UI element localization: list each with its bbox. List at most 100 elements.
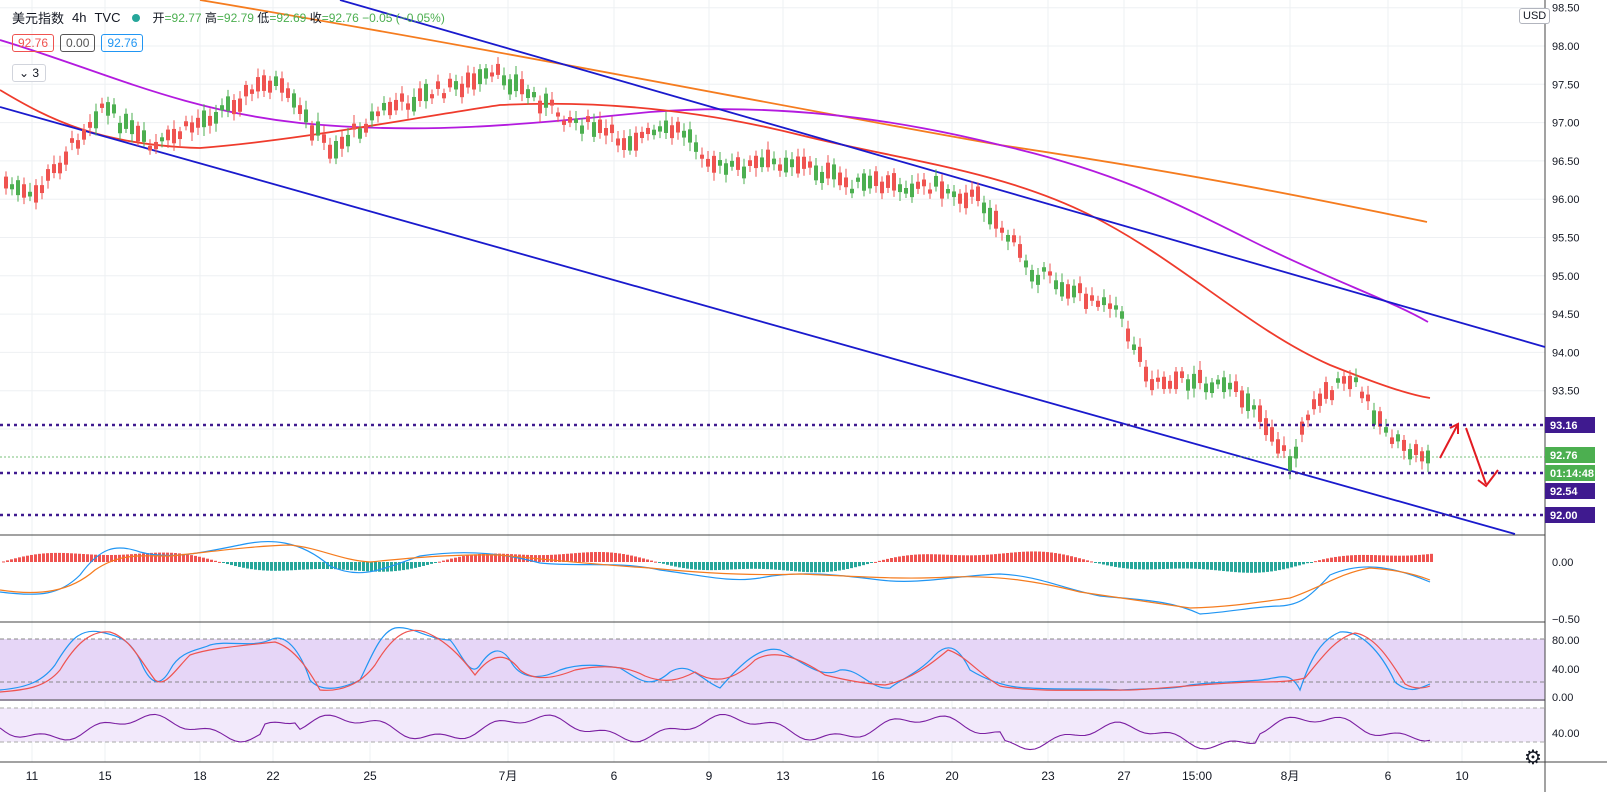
- macd-bar: [926, 554, 929, 562]
- candle-body: [328, 144, 332, 159]
- macd-bar: [778, 562, 781, 570]
- candle-body: [556, 112, 560, 117]
- macd-bar: [474, 554, 477, 562]
- macd-bar: [1418, 554, 1421, 562]
- candle-body: [40, 185, 44, 194]
- macd-bar: [50, 552, 53, 562]
- candle-body: [466, 72, 470, 88]
- time-tick-label: 13: [776, 769, 790, 783]
- macd-bar: [514, 554, 517, 562]
- price-tick-label: 95.50: [1552, 233, 1580, 245]
- macd-bar: [1334, 556, 1337, 562]
- indicators-toggle-button[interactable]: ⌄ 3: [12, 64, 47, 82]
- macd-bar: [78, 553, 81, 562]
- candle-body: [1072, 285, 1076, 298]
- macd-bar: [470, 554, 473, 562]
- macd-bar: [990, 554, 993, 562]
- macd-bar: [74, 553, 77, 562]
- gear-icon[interactable]: ⚙: [1524, 747, 1542, 769]
- candle-body: [490, 72, 494, 77]
- macd-bar: [1118, 562, 1121, 568]
- macd-bar: [874, 561, 877, 563]
- candle-body: [100, 103, 104, 108]
- macd-bar: [782, 562, 785, 571]
- macd-bar: [198, 556, 201, 562]
- macd-bar: [1274, 562, 1277, 571]
- data-source: TVC: [94, 10, 121, 25]
- macd-bar: [574, 553, 577, 562]
- macd-bar: [670, 562, 673, 566]
- macd-bar: [178, 553, 181, 562]
- candle-body: [1054, 280, 1058, 290]
- macd-bar: [454, 557, 457, 562]
- macd-bar: [1010, 552, 1013, 562]
- time-axis[interactable]: 11 15 18 22 25 7月 6 9 13 16 20 23 27 15:00 8月 6 10: [26, 769, 1469, 783]
- macd-bar: [1146, 562, 1149, 570]
- macd-line: [0, 540, 1431, 615]
- macd-bar: [270, 562, 273, 571]
- candle-body: [118, 122, 122, 134]
- macd-bar: [1206, 562, 1209, 570]
- bid-box[interactable]: 92.76: [12, 34, 55, 52]
- macd-bar: [1262, 562, 1265, 573]
- macd-bar: [182, 553, 185, 562]
- candlesticks[interactable]: [4, 57, 1430, 480]
- candle-body: [694, 142, 698, 152]
- candle-body: [190, 122, 194, 133]
- macd-bar: [858, 562, 861, 567]
- macd-bar: [1094, 562, 1097, 563]
- ask-box[interactable]: 92.76: [101, 34, 144, 52]
- macd-bar: [802, 562, 805, 572]
- macd-bar: [862, 562, 865, 566]
- candle-body: [1198, 369, 1202, 384]
- macd-bar: [554, 554, 557, 562]
- candle-body: [1156, 377, 1160, 382]
- macd-bar: [794, 562, 797, 572]
- candle-body: [754, 155, 758, 169]
- interval[interactable]: 4h: [72, 10, 87, 25]
- macd-bar: [1382, 555, 1385, 562]
- macd-bar: [138, 553, 141, 562]
- candle-body: [418, 88, 422, 101]
- macd-bar: [958, 555, 961, 562]
- macd-bar: [1366, 554, 1369, 562]
- macd-bar: [274, 562, 277, 571]
- indicator-tick-label: −0.50: [1552, 614, 1580, 626]
- macd-bar: [1194, 562, 1197, 569]
- macd-bar: [546, 554, 549, 562]
- price-axis[interactable]: 98.50 98.00 97.50 97.00 96.50 96.00 95.50 95.00…: [1552, 3, 1580, 436]
- macd-bar: [746, 562, 749, 569]
- macd-bar: [1034, 551, 1037, 562]
- candle-body: [1138, 346, 1142, 362]
- candle-body: [1414, 444, 1418, 455]
- price-badge-label: 92.76: [1550, 450, 1578, 462]
- time-tick-label: 7月: [499, 769, 518, 783]
- candle-body: [538, 100, 542, 114]
- macd-bar: [1286, 562, 1289, 569]
- macd-bar: [326, 562, 329, 569]
- macd-bar: [294, 562, 297, 571]
- symbol-name[interactable]: 美元指数: [12, 11, 65, 26]
- macd-bar: [42, 553, 45, 562]
- macd-bar: [382, 562, 385, 572]
- candle-body: [826, 162, 830, 179]
- macd-bar: [490, 553, 493, 562]
- candle-body: [106, 102, 110, 116]
- macd-bar: [1106, 562, 1109, 566]
- candle-body: [790, 159, 794, 168]
- macd-bar: [878, 560, 881, 562]
- price-tick-label: 96.00: [1552, 194, 1580, 206]
- candle-body: [154, 141, 158, 150]
- currency-label[interactable]: USD: [1519, 8, 1551, 24]
- macd-bar: [162, 552, 165, 562]
- macd-bar: [354, 562, 357, 571]
- macd-bar: [1414, 555, 1417, 562]
- macd-bar: [714, 562, 717, 571]
- macd-bar: [318, 562, 321, 570]
- candle-body: [550, 99, 554, 106]
- macd-bar: [1374, 555, 1377, 562]
- macd-bar: [506, 553, 509, 562]
- candle-body: [460, 83, 464, 98]
- symbol-legend[interactable]: 美元指数 4h TVC 开=92.77 高=92.79 低=92.69 收=92…: [12, 8, 445, 27]
